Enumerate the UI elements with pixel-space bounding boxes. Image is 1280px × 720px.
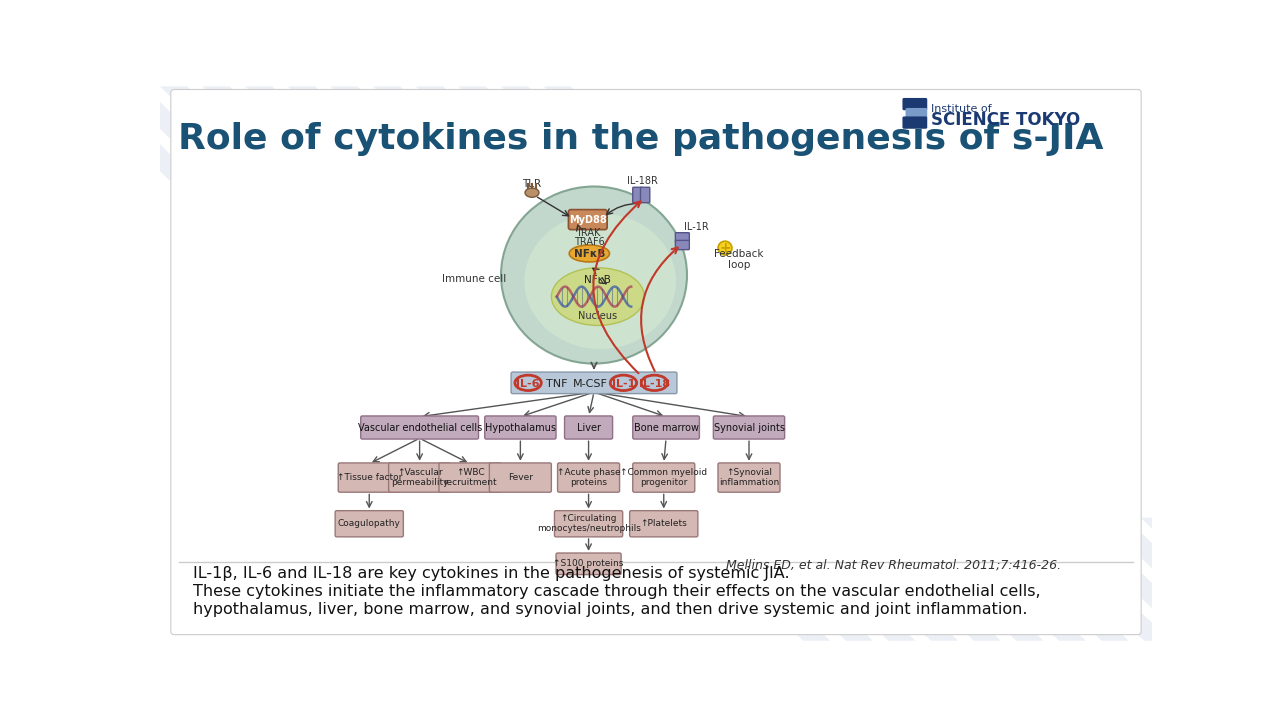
Polygon shape: [288, 86, 447, 217]
Ellipse shape: [552, 268, 644, 325]
Polygon shape: [118, 86, 276, 217]
FancyBboxPatch shape: [389, 463, 451, 492]
Text: Vascular endothelial cells: Vascular endothelial cells: [357, 423, 481, 433]
Text: TRAF6: TRAF6: [573, 237, 604, 247]
Polygon shape: [1055, 518, 1213, 641]
Text: ↑Vascular
permeability: ↑Vascular permeability: [390, 468, 448, 487]
FancyBboxPatch shape: [170, 89, 1142, 634]
Ellipse shape: [570, 245, 609, 262]
FancyBboxPatch shape: [632, 416, 699, 439]
FancyBboxPatch shape: [511, 372, 677, 394]
Polygon shape: [330, 86, 489, 217]
Polygon shape: [884, 518, 1043, 641]
Polygon shape: [672, 518, 831, 641]
Text: Immune cell: Immune cell: [442, 274, 506, 284]
Text: ↑WBC
recruitment: ↑WBC recruitment: [443, 468, 497, 487]
Polygon shape: [500, 86, 660, 217]
Polygon shape: [416, 86, 575, 217]
Polygon shape: [1098, 518, 1257, 641]
Text: Coagulopathy: Coagulopathy: [338, 519, 401, 528]
Polygon shape: [842, 518, 1001, 641]
Polygon shape: [714, 518, 873, 641]
Text: IL-6: IL-6: [516, 379, 540, 389]
Text: Institute of: Institute of: [931, 104, 992, 114]
Text: IL-18R: IL-18R: [627, 176, 658, 186]
Text: IRAK: IRAK: [579, 228, 600, 238]
Text: ↑Synovial
inflammation: ↑Synovial inflammation: [719, 468, 780, 487]
Text: Nucleus: Nucleus: [579, 311, 617, 321]
Text: ↑Tissue factor: ↑Tissue factor: [337, 473, 402, 482]
Text: Mellins ED, et al. Nat Rev Rheumatol. 2011;7:416-26.: Mellins ED, et al. Nat Rev Rheumatol. 20…: [726, 559, 1061, 572]
FancyBboxPatch shape: [485, 416, 556, 439]
FancyBboxPatch shape: [439, 463, 500, 492]
Ellipse shape: [500, 186, 687, 364]
Text: Hypothalamus: Hypothalamus: [485, 423, 556, 433]
Polygon shape: [970, 518, 1129, 641]
FancyBboxPatch shape: [556, 553, 621, 575]
Polygon shape: [202, 86, 361, 217]
Polygon shape: [74, 86, 234, 217]
FancyBboxPatch shape: [902, 98, 927, 110]
Text: ↑Platelets: ↑Platelets: [640, 519, 687, 528]
Polygon shape: [1140, 518, 1280, 641]
Ellipse shape: [525, 213, 676, 349]
FancyBboxPatch shape: [338, 463, 401, 492]
Text: Liver: Liver: [576, 423, 600, 433]
Text: TNF: TNF: [547, 379, 567, 389]
Ellipse shape: [718, 241, 732, 255]
Text: Bone marrow: Bone marrow: [634, 423, 699, 433]
Polygon shape: [756, 518, 915, 641]
Polygon shape: [1268, 518, 1280, 641]
Text: Fever: Fever: [508, 473, 532, 482]
FancyBboxPatch shape: [640, 187, 650, 202]
FancyBboxPatch shape: [564, 416, 613, 439]
Text: Synovial joints: Synovial joints: [713, 423, 785, 433]
Polygon shape: [544, 86, 703, 217]
FancyBboxPatch shape: [335, 510, 403, 537]
FancyBboxPatch shape: [554, 510, 622, 537]
FancyBboxPatch shape: [489, 463, 552, 492]
Ellipse shape: [525, 188, 539, 197]
Text: TLR: TLR: [522, 179, 541, 189]
Polygon shape: [1012, 518, 1171, 641]
Text: Role of cytokines in the pathogenesis of s-JIA: Role of cytokines in the pathogenesis of…: [178, 122, 1103, 156]
Text: SCIENCE TOKYO: SCIENCE TOKYO: [931, 110, 1080, 128]
Polygon shape: [927, 518, 1087, 641]
FancyBboxPatch shape: [902, 117, 927, 129]
FancyBboxPatch shape: [632, 187, 643, 202]
FancyBboxPatch shape: [713, 416, 785, 439]
Text: ↑S100 proteins: ↑S100 proteins: [553, 559, 623, 568]
Text: Feedback
loop: Feedback loop: [714, 249, 764, 271]
Text: ↑Common myeloid
progenitor: ↑Common myeloid progenitor: [621, 468, 708, 487]
Text: IL-18: IL-18: [639, 379, 669, 389]
Text: MyD88: MyD88: [568, 215, 607, 225]
Polygon shape: [1226, 518, 1280, 641]
Text: These cytokines initiate the inflammatory cascade through their effects on the v: These cytokines initiate the inflammator…: [192, 584, 1041, 599]
FancyBboxPatch shape: [676, 233, 690, 242]
FancyBboxPatch shape: [558, 463, 620, 492]
Text: NFκB: NFκB: [585, 274, 612, 284]
FancyBboxPatch shape: [632, 463, 695, 492]
Text: NFκB: NFκB: [573, 249, 605, 259]
Text: hypothalamus, liver, bone marrow, and synovial joints, and then drive systemic a: hypothalamus, liver, bone marrow, and sy…: [192, 602, 1027, 617]
Text: IL-1: IL-1: [612, 379, 635, 389]
Polygon shape: [800, 518, 959, 641]
Text: IL-1β, IL-6 and IL-18 are key cytokines in the pathogenesis of systemic JIA.: IL-1β, IL-6 and IL-18 are key cytokines …: [192, 567, 790, 581]
FancyBboxPatch shape: [676, 240, 690, 250]
Polygon shape: [160, 86, 319, 217]
FancyBboxPatch shape: [361, 416, 479, 439]
Polygon shape: [374, 86, 532, 217]
Text: ↑Acute phase
proteins: ↑Acute phase proteins: [557, 468, 621, 487]
FancyBboxPatch shape: [630, 510, 698, 537]
Text: ↑Circulating
monocytes/neutrophils: ↑Circulating monocytes/neutrophils: [536, 514, 640, 534]
Text: +: +: [719, 241, 731, 255]
Polygon shape: [246, 86, 404, 217]
FancyBboxPatch shape: [905, 108, 927, 119]
Text: M-CSF: M-CSF: [572, 379, 608, 389]
FancyBboxPatch shape: [568, 210, 607, 230]
FancyBboxPatch shape: [718, 463, 780, 492]
Text: IL-1R: IL-1R: [684, 222, 709, 233]
Polygon shape: [1183, 518, 1280, 641]
Polygon shape: [458, 86, 617, 217]
